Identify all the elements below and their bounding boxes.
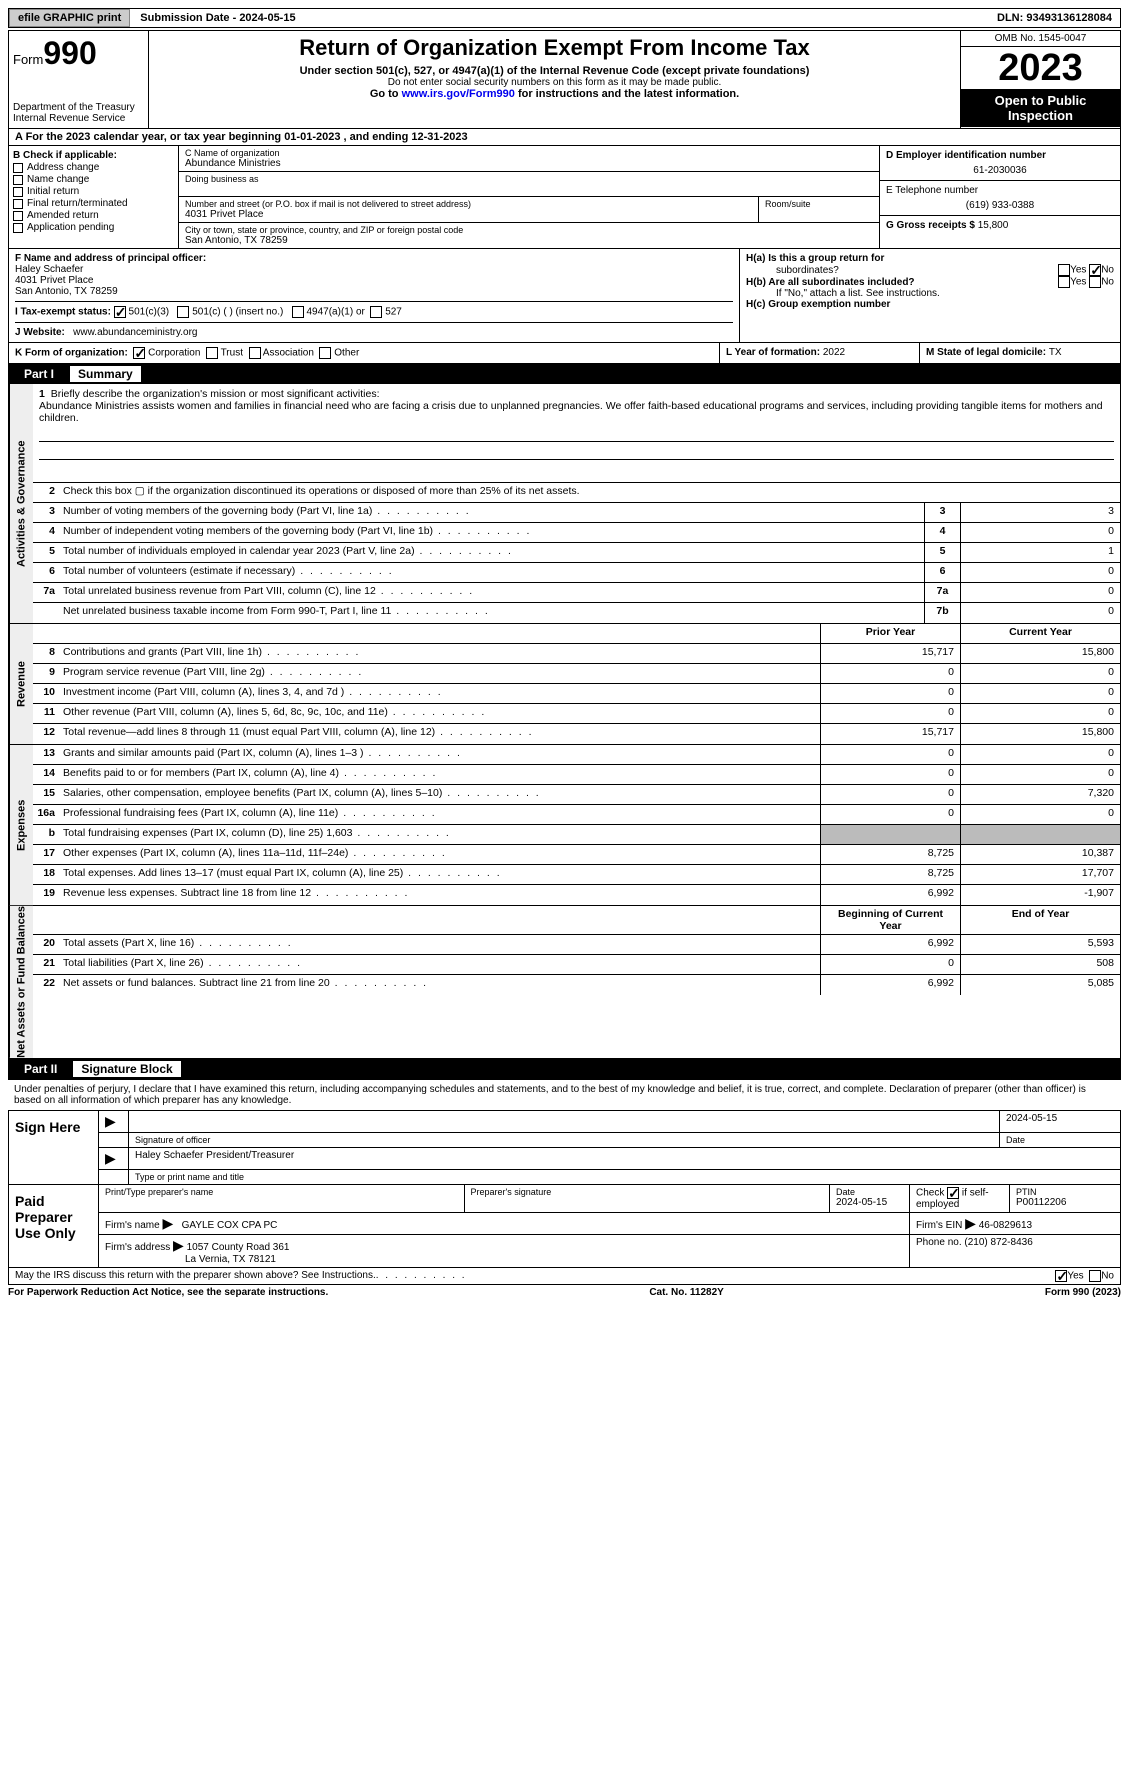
cb-ha-yes[interactable] [1058,264,1070,276]
mission-text: Abundance Ministries assists women and f… [39,400,1103,424]
vtab-expenses: Expenses [9,745,33,905]
cb-self-employed[interactable] [947,1187,959,1199]
cb-address-change[interactable] [13,163,23,173]
vtab-governance: Activities & Governance [9,384,33,623]
net-assets-section: Net Assets or Fund Balances Beginning of… [8,906,1121,1059]
cb-ha-no[interactable] [1089,264,1101,276]
irs-link[interactable]: www.irs.gov/Form990 [402,88,515,100]
year-formation: 2022 [823,347,845,358]
form-990-page: efile GRAPHIC print Submission Date - 20… [0,0,1129,1308]
vtab-revenue: Revenue [9,624,33,744]
cb-corp[interactable] [133,347,145,359]
submission-date: Submission Date - 2024-05-15 [134,10,301,26]
sign-here-block: Sign Here ▶2024-05-15 Signature of offic… [8,1110,1121,1185]
tax-year: 2023 [961,47,1120,89]
row-klm: K Form of organization: Corporation Trus… [8,343,1121,364]
cb-4947[interactable] [292,306,304,318]
cb-assoc[interactable] [249,347,261,359]
officer-street: 4031 Privet Place [15,275,733,286]
sign-here-label: Sign Here [9,1111,99,1184]
cb-501c[interactable] [177,306,189,318]
cb-discuss-yes[interactable] [1055,1270,1067,1282]
form-number: Form990 [13,35,144,72]
ein-value: 61-2030036 [886,165,1114,176]
prep-date: 2024-05-15 [836,1197,903,1208]
cb-other[interactable] [319,347,331,359]
state-domicile: TX [1049,347,1062,358]
activities-governance: Activities & Governance 1 Briefly descri… [8,384,1121,624]
cb-app-pending[interactable] [13,223,23,233]
row-fhi: F Name and address of principal officer:… [8,249,1121,343]
paid-preparer-label: Paid Preparer Use Only [9,1185,99,1267]
goto-line: Go to www.irs.gov/Form990 for instructio… [157,88,952,100]
officer-name: Haley Schaefer [15,264,733,275]
omb-number: OMB No. 1545-0047 [961,31,1120,47]
part1-header: Part ISummary [8,364,1121,384]
public-inspection: Open to Public Inspection [961,89,1120,127]
cb-trust[interactable] [206,347,218,359]
col-b-checkboxes: B Check if applicable: Address change Na… [9,146,179,248]
sig-date: 2024-05-15 [1000,1111,1120,1132]
cb-amended[interactable] [13,211,23,221]
phone-value: (619) 933-0388 [886,200,1114,211]
revenue-section: Revenue Prior YearCurrent Year 8Contribu… [8,624,1121,745]
expenses-section: Expenses 13Grants and similar amounts pa… [8,745,1121,906]
org-street: 4031 Privet Place [185,209,752,220]
firm-name: GAYLE COX CPA PC [182,1220,278,1231]
paid-preparer-block: Paid Preparer Use Only Print/Type prepar… [8,1185,1121,1268]
dln: DLN: 93493136128084 [989,10,1120,26]
firm-addr2: La Vernia, TX 78121 [185,1254,276,1265]
cb-527[interactable] [370,306,382,318]
block-bcd: B Check if applicable: Address change Na… [8,146,1121,249]
org-city: San Antonio, TX 78259 [185,235,873,246]
paperwork-footer: For Paperwork Reduction Act Notice, see … [8,1285,1121,1300]
efile-print-button[interactable]: efile GRAPHIC print [9,9,130,27]
cb-501c3[interactable] [114,306,126,318]
cb-initial-return[interactable] [13,187,23,197]
firm-ein: 46-0829613 [979,1220,1032,1231]
gross-receipts: 15,800 [978,220,1009,231]
section-a-tax-year: A For the 2023 calendar year, or tax yea… [8,129,1121,146]
cb-hb-no[interactable] [1089,276,1101,288]
part2-header: Part IISignature Block [8,1059,1121,1079]
firm-phone: (210) 872-8436 [964,1237,1032,1248]
form-subtitle: Under section 501(c), 527, or 4947(a)(1)… [157,65,952,77]
firm-addr1: 1057 County Road 361 [187,1242,290,1253]
ssn-warning: Do not enter social security numbers on … [157,77,952,88]
cb-name-change[interactable] [13,175,23,185]
perjury-statement: Under penalties of perjury, I declare th… [8,1079,1121,1110]
cb-final-return[interactable] [13,199,23,209]
form-header: Form990 Department of the Treasury Inter… [8,30,1121,129]
officer-city: San Antonio, TX 78259 [15,286,733,297]
org-name: Abundance Ministries [185,158,873,169]
col-d-ein: D Employer identification number61-20300… [880,146,1120,248]
website-value: www.abundanceministry.org [73,327,197,338]
col-c-org-info: C Name of organizationAbundance Ministri… [179,146,880,248]
cb-hb-yes[interactable] [1058,276,1070,288]
top-bar: efile GRAPHIC print Submission Date - 20… [8,8,1121,28]
discuss-row: May the IRS discuss this return with the… [8,1268,1121,1285]
form-title: Return of Organization Exempt From Incom… [157,35,952,61]
officer-name-title: Haley Schaefer President/Treasurer [129,1148,1120,1169]
irs-label: Internal Revenue Service [13,113,144,124]
ptin-value: P00112206 [1016,1197,1114,1208]
vtab-netassets: Net Assets or Fund Balances [9,906,33,1058]
dept-treasury: Department of the Treasury [13,102,144,113]
cb-discuss-no[interactable] [1089,1270,1101,1282]
